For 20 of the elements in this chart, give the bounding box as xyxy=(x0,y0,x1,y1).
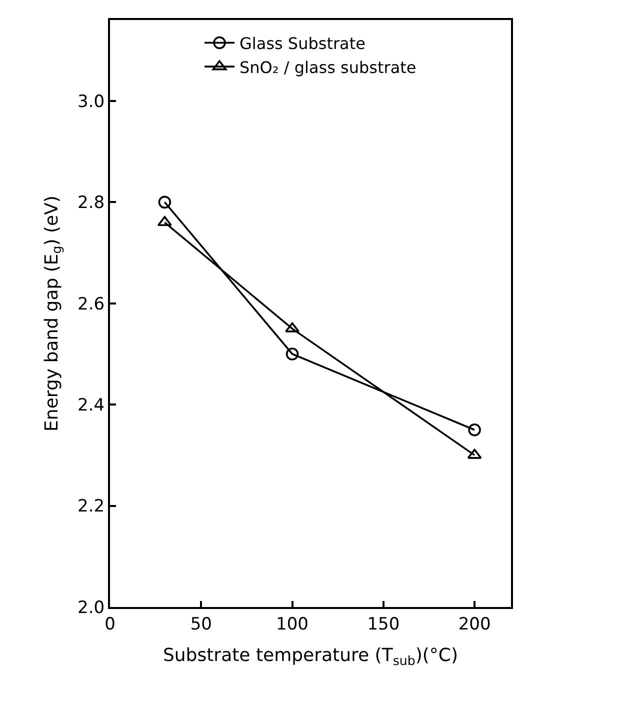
point xyxy=(158,196,172,209)
x-axis-title: Substrate temperature (T$_{sub}$)(°C) xyxy=(162,645,458,668)
x-tick-label: 0 xyxy=(104,614,116,634)
point xyxy=(286,348,299,360)
y-tick-label: 2.8 xyxy=(78,193,105,214)
x-tick-label: 150 xyxy=(367,614,400,634)
point xyxy=(157,216,172,226)
legend-label: Glass Substrate xyxy=(240,34,366,54)
y-tick-label: 2.2 xyxy=(78,496,105,517)
y-tick-label: 2.4 xyxy=(78,396,105,416)
point xyxy=(467,448,482,459)
y-tick-label: 2.0 xyxy=(78,598,105,618)
x-tick-label: 50 xyxy=(190,614,212,634)
x-tick-label: 100 xyxy=(276,614,308,634)
point xyxy=(285,322,300,332)
y-tick-label: 2.6 xyxy=(78,294,105,314)
y-tick-label: 3.0 xyxy=(78,92,105,112)
point xyxy=(468,423,481,436)
x-tick-label: 200 xyxy=(458,614,491,634)
legend-label: SnO₂ / glass substrate xyxy=(240,58,416,77)
